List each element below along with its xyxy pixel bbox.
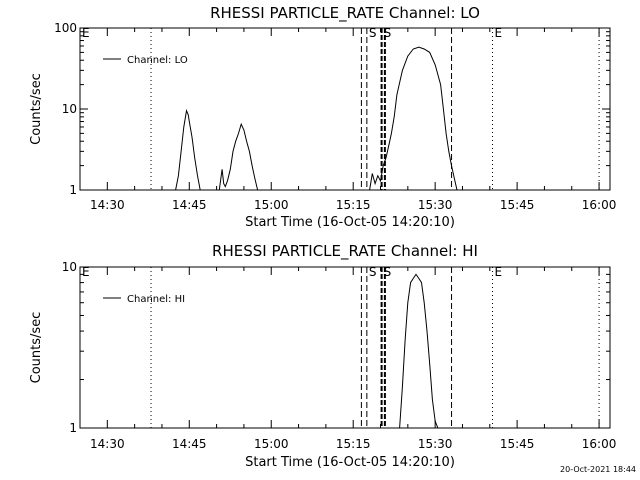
chart1-x-tick-label: 15:00 [254,198,289,212]
chart2-x-tick-label: 14:30 [90,437,125,451]
chart1-plot-frame [79,27,611,191]
chart1-series-line [175,46,458,190]
chart1-y-axis-label: Counts/sec [29,73,44,145]
chart2-x-axis-label: Start Time (16-Oct-05 14:20:10) [245,455,455,470]
chart1-y-tick-label: 100 [54,21,77,35]
chart2-x-tick-label: 14:45 [172,437,207,451]
chart1-y-tick-label: 10 [62,102,77,116]
chart2-plot-frame [79,266,611,429]
chart1-x-axis-label: Start Time (16-Oct-05 14:20:10) [245,215,455,230]
chart1-event-marker-label: S [384,26,392,40]
chart1-event-marker-label: E [82,26,90,40]
chart1-x-tick-label: 14:45 [172,198,207,212]
chart2-y-axis-label: Counts/sec [29,312,44,384]
chart2-y-tick-label: 10 [62,260,77,274]
chart2-event-marker-label: S [384,265,392,279]
chart2-title: RHESSI PARTICLE_RATE Channel: HI [212,242,478,261]
chart2-event-marker-label: E [82,265,90,279]
chart2-event-marker-label: S [369,265,377,279]
chart1-x-tick-label: 15:30 [418,198,453,212]
chart1-title: RHESSI PARTICLE_RATE Channel: LO [210,4,480,23]
chart2-x-tick-label: 16:00 [582,437,617,451]
chart2-y-tick-label: 1 [69,421,77,435]
chart2-legend-entry: Channel: HI [127,294,185,305]
chart1-event-marker-label: E [495,26,503,40]
chart2-x-tick-label: 15:45 [500,437,535,451]
chart1-y-tick-label: 1 [69,183,77,197]
chart1-x-tick-label: 16:00 [582,198,617,212]
chart1-x-tick-label: 14:30 [90,198,125,212]
chart1-event-marker-label: S [369,26,377,40]
chart2-x-tick-label: 15:15 [336,437,371,451]
chart1-legend-entry: Channel: LO [127,55,188,66]
chart1-x-tick-label: 15:45 [500,198,535,212]
chart2-event-marker-label: E [495,265,503,279]
chart2-x-tick-label: 15:00 [254,437,289,451]
chart2-series-line [399,273,439,428]
chart1-x-tick-label: 15:15 [336,198,371,212]
footer-timestamp: 20-Oct-2021 18:44 [560,465,636,474]
chart2-x-tick-label: 15:30 [418,437,453,451]
